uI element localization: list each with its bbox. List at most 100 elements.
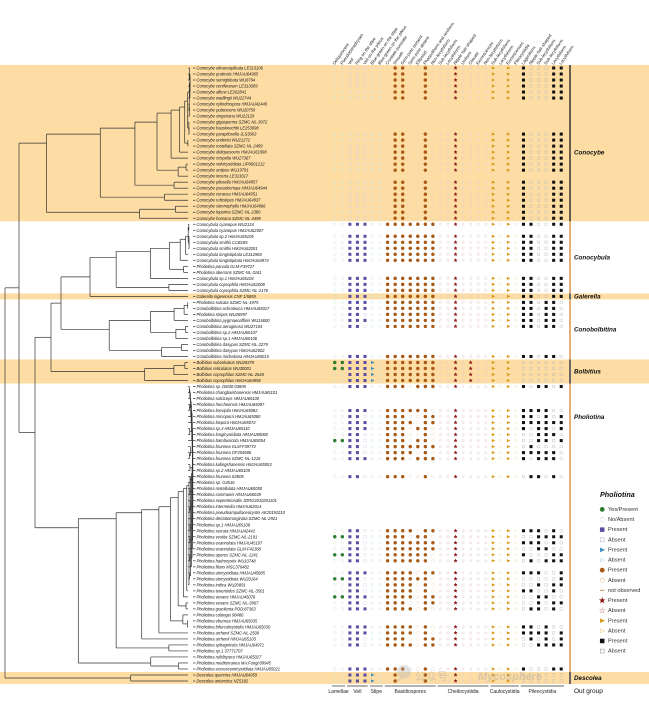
svg-text:Conobolbitina ochroleuca HMJAU: Conobolbitina ochroleuca HMJAU65017 — [197, 306, 271, 311]
svg-text:Conocybe rostellata SZMC-NL-24: Conocybe rostellata SZMC-NL-2499 — [197, 144, 264, 149]
svg-text:Conobolbitina sp.2 HMJAU65107: Conobolbitina sp.2 HMJAU65107 — [197, 330, 258, 335]
svg-text:Conocybula longistipitata LE31: Conocybula longistipitata LE312984 — [197, 252, 263, 257]
svg-text:Pholiotina bifurcaticystidia H: Pholiotina bifurcaticystidia HMJAU65030 — [197, 624, 271, 629]
svg-text:Conobolbitina sp.1 HMJAU65106: Conobolbitina sp.1 HMJAU65106 — [197, 336, 258, 341]
svg-text:Galerella: Galerella — [574, 294, 601, 301]
svg-text:Conocybula coprophila SZMC-NL-: Conocybula coprophila SZMC-NL-2176 — [197, 288, 269, 293]
svg-text:Conocybe alkovi LE262841: Conocybe alkovi LE262841 — [197, 90, 247, 95]
svg-text:Conocybe antipus WU19791: Conocybe antipus WU19791 — [197, 168, 249, 173]
svg-text:Pholiotina sp. G4516: Pholiotina sp. G4516 — [197, 480, 236, 485]
svg-text:Conocybe hausknechtii LE253998: Conocybe hausknechtii LE253998 — [197, 126, 260, 131]
svg-text:Pholiotina sp.1 37771707: Pholiotina sp.1 37771707 — [197, 648, 244, 653]
svg-text:Pholiotina sulciceps HMJAU6510: Pholiotina sulciceps HMJAU65100 — [197, 396, 260, 401]
svg-text:Conocybula coprophila HMJAU620: Conocybula coprophila HMJAU62008 — [197, 282, 266, 287]
svg-text:Conocybe wadlingii WU22744: Conocybe wadlingii WU22744 — [197, 96, 252, 101]
svg-text:Conocybe deliquescens HMJAU619: Conocybe deliquescens HMJAU61998 — [197, 150, 268, 155]
svg-text:Conocybula smithii HMJAU62001: Conocybula smithii HMJAU62001 — [197, 246, 258, 251]
svg-text:Pileocystidia: Pileocystidia — [528, 689, 556, 695]
svg-text:Pholiotina eburnea HMJAU65035: Pholiotina eburnea HMJAU65035 — [197, 618, 258, 623]
svg-text:Conocybula smithii CCB185: Conocybula smithii CCB185 — [197, 240, 249, 245]
svg-text:Pholiotina aberrans SZMC-NL-31: Pholiotina aberrans SZMC-NL-3161 — [197, 270, 262, 275]
svg-text:Bolbitius reticulatus WU30001: Bolbitius reticulatus WU30001 — [197, 366, 252, 371]
svg-text:Pholiotina excrescenticystidia: Pholiotina excrescenticystidiata HMJAU65… — [197, 666, 281, 671]
svg-text:Pholiotina micropora HMJAU6508: Pholiotina micropora HMJAU65080 — [197, 414, 262, 419]
svg-text:No/Absent: No/Absent — [608, 517, 635, 523]
svg-text:Pholiotina arrhenii HMJAU65103: Pholiotina arrhenii HMJAU65103 — [197, 636, 257, 641]
svg-text:Descolea quercina HMJAU64959: Descolea quercina HMJAU64959 — [197, 672, 258, 677]
svg-text:Conocybula: Conocybula — [574, 255, 611, 262]
svg-text:Bolbitius subvolvatus WU28379: Bolbitius subvolvatus WU28379 — [197, 360, 255, 365]
svg-text:Pholiotina teneroides SZMC-NL-: Pholiotina teneroides SZMC-NL-3501 — [197, 588, 265, 593]
svg-text:Pholiotina bispora HMJAU65072: Pholiotina bispora HMJAU65072 — [197, 420, 257, 425]
svg-text:Cheilocystidia: Cheilocystidia — [448, 689, 479, 695]
svg-text:Pholiotina gracilenta PDD:8736: Pholiotina gracilenta PDD:87363 — [197, 606, 257, 611]
svg-text:Yes/Present: Yes/Present — [608, 507, 638, 513]
svg-text:Conocybe olivaceopileata LE313: Conocybe olivaceopileata LE313106 — [197, 66, 264, 71]
svg-text:Bolbitius coprophilus SZMC-NL-: Bolbitius coprophilus SZMC-NL-2640 — [197, 372, 265, 377]
svg-text:Present: Present — [608, 547, 628, 553]
svg-text:Conocybula longistipitata HMJA: Conocybula longistipitata HMJAU64974 — [197, 258, 270, 263]
svg-text:Pholiotina exannulata HMJAU451: Pholiotina exannulata HMJAU45107 — [197, 540, 263, 545]
svg-text:Conocybe volvicystidiata LIP00: Conocybe volvicystidiata LIP0001212 — [197, 162, 266, 167]
svg-text:Descolea antarctica NZ5182: Descolea antarctica NZ5182 — [197, 679, 249, 684]
svg-text:Conocybe semiglobata WU8794: Conocybe semiglobata WU8794 — [197, 78, 256, 83]
svg-text:Pholiotina dentatomarginata SZ: Pholiotina dentatomarginata SZMC-NL-2921 — [197, 516, 278, 521]
svg-text:Pholiotina longicystidiata HMJ: Pholiotina longicystidiata HMJAU65060 — [197, 432, 269, 437]
svg-text:公众号: 公众号 — [415, 670, 448, 683]
svg-text:Basidiospores: Basidiospores — [395, 689, 427, 695]
svg-text:Conobolbitina: Conobolbitina — [574, 327, 617, 334]
svg-text:Pholiotina septentrionalis JDR: Pholiotina septentrionalis JDRG301020110… — [197, 498, 277, 503]
svg-text:Conocybula sp.1 HMJAU65104: Conocybula sp.1 HMJAU65104 — [197, 276, 255, 281]
svg-text:Conocybula cyanopus HMJAU62007: Conocybula cyanopus HMJAU62007 — [197, 228, 265, 233]
svg-text:Pholiotina brunnea GLM-F39772: Pholiotina brunnea GLM-F39772 — [197, 444, 257, 449]
svg-text:Pholiotina sulcata SZMC-NL-197: Pholiotina sulcata SZMC-NL-1975 — [197, 300, 260, 305]
svg-text:Conocybe incerta LE313017: Conocybe incerta LE313017 — [197, 174, 249, 179]
svg-text:Stipe: Stipe — [371, 689, 383, 695]
svg-text:Pholiotina indica WU20891: Pholiotina indica WU20891 — [197, 582, 246, 587]
svg-text:Pholiotina serrata HMJAU42442: Pholiotina serrata HMJAU42442 — [197, 528, 256, 533]
svg-text:Pholiotina horchnensis HMJAU65: Pholiotina horchnensis HMJAU65097 — [197, 402, 266, 407]
svg-text:Conocybe cylindrospora HMJAU42: Conocybe cylindrospora HMJAU42440 — [197, 102, 268, 107]
svg-text:Pholiotina mediterranea MA:Fun: Pholiotina mediterranea MA:Fungi:89945 — [197, 660, 272, 665]
svg-text:Pholiotina vestita SZMC-NL-219: Pholiotina vestita SZMC-NL-2191 — [197, 534, 258, 539]
svg-text:Conobolbitina aeruginosa WU271: Conobolbitina aeruginosa WU27104 — [197, 324, 263, 329]
svg-text:Conocybe pseudocrispa HMJAU649: Conocybe pseudocrispa HMJAU64944 — [197, 186, 268, 191]
svg-text:Pholiotina utricystidiata HMJA: Pholiotina utricystidiata HMJAU45885 — [197, 570, 266, 575]
svg-text:Pholiotina rostellulata HMJAU6: Pholiotina rostellulata HMJAU65050 — [197, 486, 263, 491]
svg-text:Conocybe praticola HMJAU64965: Conocybe praticola HMJAU64965 — [197, 72, 259, 77]
svg-text:Pholiotina sp. DM30-03805: Pholiotina sp. DM30-03805 — [197, 384, 247, 389]
svg-text:Conocybe: Conocybe — [574, 149, 605, 156]
svg-text:Pholiotina arrhenii SZMC-NL-25: Pholiotina arrhenii SZMC-NL-2509 — [197, 630, 260, 635]
svg-text:Pholiotina pseudoampullaceocys: Pholiotina pseudoampullaceocystis AK2019… — [197, 510, 286, 515]
svg-text:Bolbitius coprophilus HMJAU649: Bolbitius coprophilus HMJAU64958 — [197, 378, 262, 383]
svg-text:Pholiotina parvula GLM-F39727: Pholiotina parvula GLM-F39727 — [197, 264, 256, 269]
svg-text:Pholiotina intermedia HMJAU620: Pholiotina intermedia HMJAU62014 — [197, 504, 263, 509]
svg-text:Out group: Out group — [574, 688, 603, 695]
svg-text:Conocybula cyanopus WU2134: Conocybula cyanopus WU2134 — [197, 222, 255, 227]
svg-text:Absent: Absent — [608, 537, 626, 543]
svg-text:Conocybe leporina SZMC-NL-2380: Conocybe leporina SZMC-NL-2380 — [197, 210, 262, 215]
svg-text:Pholiotina brunnea S2805: Pholiotina brunnea S2805 — [197, 474, 245, 479]
svg-text:Lamellae: Lamellae — [328, 689, 349, 695]
svg-text:Pholiotina bambusicola HMJAU65: Pholiotina bambusicola HMJAU65054 — [197, 438, 266, 443]
svg-text:Pholiotina rufidispora HMJAU65: Pholiotina rufidispora HMJAU65027 — [197, 654, 263, 659]
svg-text:Descolea: Descolea — [574, 675, 602, 682]
svg-text:Conocybe crispella WU27367: Conocybe crispella WU27367 — [197, 156, 252, 161]
svg-text:Pholiotina hadrocystis WU10748: Pholiotina hadrocystis WU10748 — [197, 558, 257, 563]
svg-text:Absent: Absent — [608, 578, 626, 584]
svg-text:Conocybe parapilosella JLS3063: Conocybe parapilosella JLS3063 — [197, 132, 258, 137]
svg-text:Pholiotina changbaishanensis H: Pholiotina changbaishanensis HMJAU65101 — [197, 390, 278, 395]
svg-text:Present: Present — [608, 568, 628, 574]
svg-text:Conocybe ceracea HMJAU64951: Conocybe ceracea HMJAU64951 — [197, 192, 258, 197]
svg-text:Pholiotina calongei 98486: Pholiotina calongei 98486 — [197, 612, 245, 617]
svg-text:Present: Present — [608, 598, 628, 604]
svg-text:Pholiotina sp.3 HMJAU65110: Pholiotina sp.3 HMJAU65110 — [197, 426, 251, 431]
svg-text:Conocybe pubescens WU20759: Conocybe pubescens WU20759 — [197, 108, 256, 113]
svg-text:Absent: Absent — [608, 558, 626, 564]
svg-text:Present: Present — [608, 618, 628, 624]
svg-text:Galerella nigerensis CNF 1/585: Galerella nigerensis CNF 1/5859 — [197, 294, 257, 299]
svg-text:Present: Present — [608, 527, 628, 533]
svg-text:Bolbitius: Bolbitius — [574, 369, 601, 376]
svg-text:Conocybe homana SZMC-NL-3499: Conocybe homana SZMC-NL-3499 — [197, 216, 262, 221]
svg-text:Pholiotina vexans HMJAU45078: Pholiotina vexans HMJAU45078 — [197, 594, 256, 599]
